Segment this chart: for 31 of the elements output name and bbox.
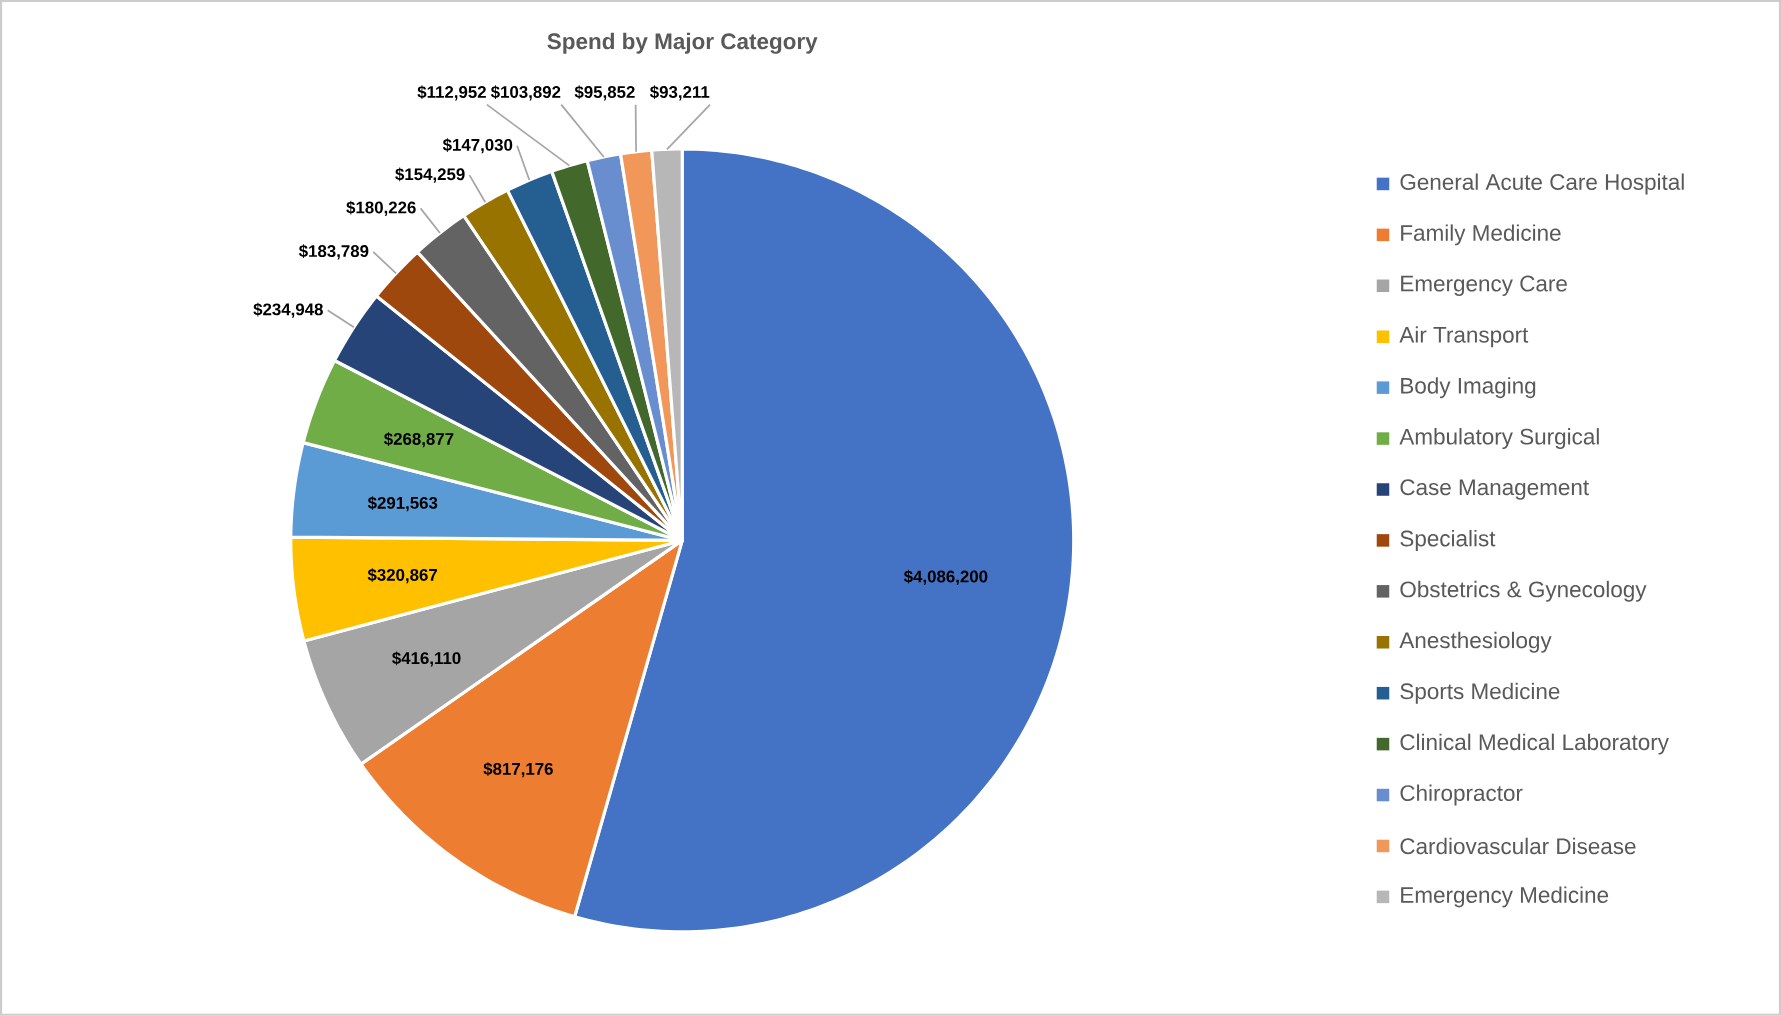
data-label: $180,226 xyxy=(346,200,416,216)
data-label: $93,211 xyxy=(649,85,710,101)
data-label: $817,176 xyxy=(483,762,553,778)
data-label: $4,086,200 xyxy=(903,569,988,585)
data-label: $183,789 xyxy=(298,244,369,260)
legend-label: Anesthesiology xyxy=(1399,631,1552,653)
legend-label: Air Transport xyxy=(1399,326,1529,348)
legend-label: Case Management xyxy=(1400,479,1589,500)
data-label: $234,948 xyxy=(253,302,323,318)
legend-label: Specialist xyxy=(1400,529,1496,551)
legend-label: Family Medicine xyxy=(1401,224,1561,246)
data-label: $416,110 xyxy=(392,651,461,667)
legend-label: Clinical Medical Laboratory xyxy=(1400,733,1669,755)
data-label: $147,030 xyxy=(442,138,513,154)
data-label: $154,259 xyxy=(395,167,465,183)
chart-title: Spend by Major Category xyxy=(547,32,818,54)
data-label: $95,852 xyxy=(574,85,635,101)
legend-label: Emergency Care xyxy=(1401,275,1567,297)
data-label: $320,867 xyxy=(367,568,438,584)
data-label: $112,952 xyxy=(417,85,486,101)
legend-label: Cardiovascular Disease xyxy=(1400,837,1636,855)
legend-label: General Acute Care Hospital xyxy=(1400,173,1684,195)
data-label: $268,877 xyxy=(384,432,454,448)
legend-label: Body Imaging xyxy=(1401,377,1536,399)
legend-label: Chiropractor xyxy=(1400,784,1523,806)
legend-label: Obstetrics & Gynecology xyxy=(1400,580,1647,602)
legend-label: Sports Medicine xyxy=(1400,682,1560,704)
data-label: $103,892 xyxy=(490,85,561,101)
legend-label: Ambulatory Surgical xyxy=(1399,428,1599,450)
data-label: $291,563 xyxy=(367,496,438,512)
legend-label: Emergency Medicine xyxy=(1401,886,1609,908)
